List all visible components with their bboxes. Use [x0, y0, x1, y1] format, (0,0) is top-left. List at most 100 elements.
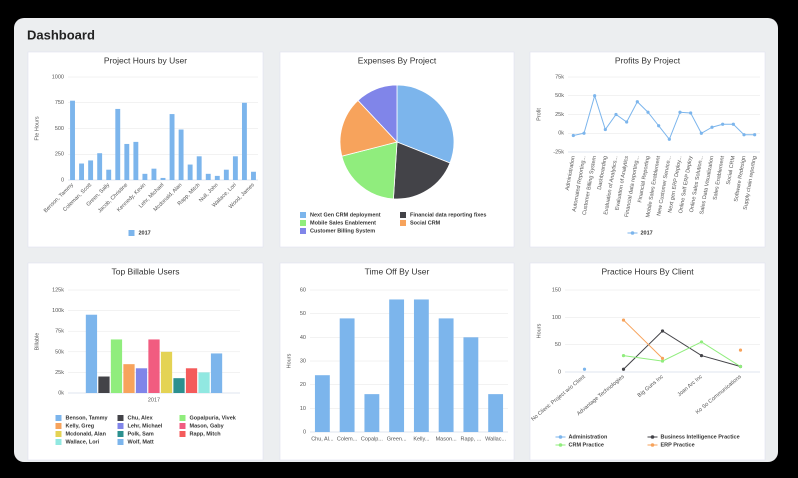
bar [214, 175, 220, 180]
y-axis-title: Fte Hours [34, 116, 40, 140]
legend-swatch [300, 212, 306, 218]
legend-label: Customer Billing System [310, 228, 375, 234]
legend-dot [650, 435, 655, 439]
card [529, 262, 766, 461]
bar [151, 168, 157, 180]
bar [364, 394, 380, 432]
bar [106, 169, 112, 180]
point [646, 110, 650, 114]
chart-title: Project Hours by User [104, 55, 187, 65]
legend-swatch [55, 431, 62, 437]
bar [339, 318, 355, 432]
pie-slice [341, 141, 398, 200]
legend-label: Mason, Gaby [190, 423, 225, 429]
bar [389, 299, 405, 432]
point [699, 131, 703, 135]
bar [463, 337, 479, 432]
point [731, 122, 735, 126]
y-tick-label: 0k [58, 390, 64, 396]
x-tick-label: Wallac... [485, 436, 506, 442]
legend-swatch [55, 415, 62, 421]
x-tick-label: 2017 [148, 397, 160, 403]
y-tick-label: 10 [300, 406, 306, 412]
point [660, 356, 665, 360]
y-tick-label: 500 [55, 126, 64, 132]
bar [124, 143, 130, 180]
bar [185, 368, 198, 393]
point [635, 100, 639, 104]
legend-swatch [179, 431, 186, 437]
bar [198, 372, 210, 393]
pie-slice [339, 99, 398, 157]
legend-dot [630, 231, 635, 235]
legend-label: Business Intelligence Practice [661, 434, 740, 440]
point [603, 127, 607, 132]
legend-dot [558, 435, 563, 439]
legend-swatch [300, 220, 306, 226]
y-tick-label: 30 [300, 358, 306, 364]
legend-label: Wolf, Matt [128, 439, 154, 445]
x-tick-label: Colem... [337, 436, 358, 442]
y-tick-label: 75k [555, 74, 564, 80]
point [657, 124, 661, 128]
chart-title: Expenses By Project [358, 55, 437, 65]
legend-swatch [179, 423, 186, 429]
y-tick-label: 100 [552, 315, 561, 321]
card [27, 51, 264, 248]
bar [178, 129, 184, 180]
bar [160, 177, 166, 180]
y-tick-label: 75k [55, 329, 64, 335]
point [699, 340, 704, 344]
pie-slice [392, 141, 451, 200]
x-tick-label: Dashboarding [597, 156, 609, 191]
y-tick-label: 750 [55, 100, 64, 106]
chart-title: Time Off By User [365, 266, 430, 276]
legend-label: Social CRM [410, 220, 441, 226]
bar [115, 108, 121, 180]
bar [205, 173, 211, 180]
x-tick-label: Administration [565, 156, 577, 191]
legend-label: Chu, Alex [128, 415, 154, 421]
point [667, 137, 671, 141]
point [621, 318, 626, 322]
bar [187, 164, 193, 180]
legend-swatch [117, 415, 124, 421]
bar [251, 171, 256, 180]
y-tick-label: 40 [300, 335, 306, 341]
y-tick-label: 0 [558, 369, 561, 375]
bar [88, 160, 94, 180]
legend-dot [650, 443, 655, 447]
y-tick-label: 0 [303, 429, 306, 435]
bar [210, 353, 223, 393]
legend-label: ERP Practice [661, 442, 695, 448]
legend-swatch [128, 230, 135, 236]
legend-label: Mcdonald, Alan [66, 431, 107, 437]
y-tick-label: 50k [55, 349, 64, 355]
bar [70, 100, 75, 180]
point [721, 122, 725, 126]
legend-label: Polk, Sam [128, 431, 154, 437]
point [710, 125, 714, 129]
y-tick-label: 50k [555, 93, 564, 99]
y-tick-label: 25k [55, 370, 64, 376]
legend-label: CRM Practice [569, 442, 604, 448]
x-tick-label: Social CRM [726, 155, 737, 185]
legend-swatch [117, 439, 124, 445]
chart-title: Profits By Project [615, 55, 681, 65]
y-tick-label: 100k [52, 308, 64, 314]
legend-label: Administration [569, 434, 608, 440]
bar [438, 318, 454, 432]
bar [241, 102, 247, 180]
y-axis-title: Hours [536, 323, 542, 338]
legend-label: 2017 [139, 230, 151, 236]
line [623, 341, 741, 367]
bar [85, 314, 98, 393]
point [582, 131, 586, 135]
y-tick-label: 125k [52, 287, 64, 293]
legend-label: Kelly, Greg [66, 423, 95, 429]
point [753, 133, 757, 137]
bar [196, 156, 202, 180]
legend-label: Gopalpuria, Vivek [190, 415, 237, 421]
line [573, 94, 755, 141]
